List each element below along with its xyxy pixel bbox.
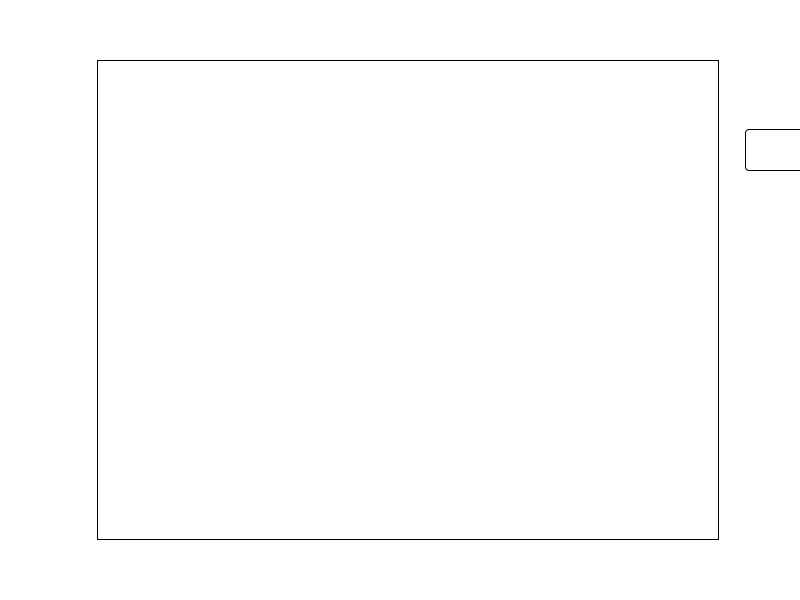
legend-item-tp [753,138,800,146]
fp-color-swatch [753,155,780,163]
plot-area [97,60,800,540]
tp-color-swatch [753,138,780,146]
legend-item-fp [753,155,800,163]
legend [745,129,800,171]
